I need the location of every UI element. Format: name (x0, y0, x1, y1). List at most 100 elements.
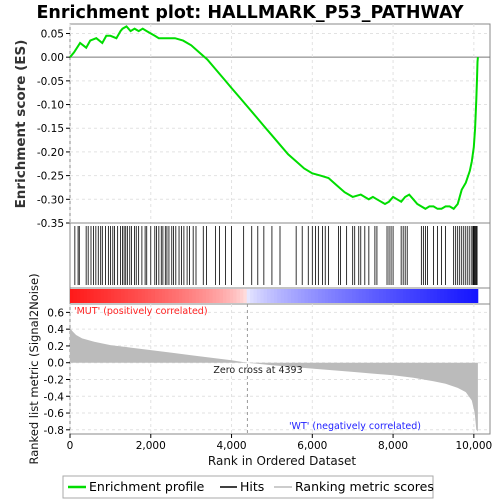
colorbar-cell (379, 289, 384, 303)
hits-panel (69, 222, 491, 289)
colorbar-cell (80, 289, 84, 303)
es-y-tick-label: -0.10 (37, 100, 64, 112)
hit-ticks (74, 226, 478, 285)
colorbar-cell (355, 289, 360, 303)
colorbar-cell (297, 289, 302, 303)
colorbar-cell (93, 289, 98, 303)
colorbar-cell (141, 289, 146, 303)
colorbar-cell (124, 289, 129, 303)
colorbar-cell (362, 289, 367, 303)
colorbar-cell (341, 289, 346, 303)
colorbar-cell (471, 289, 475, 303)
colorbar-cell (73, 289, 78, 303)
colorbar-cell (107, 289, 112, 303)
colorbar-cell (311, 289, 316, 303)
colorbar-cell (120, 289, 125, 303)
colorbar-cell (256, 289, 261, 303)
colorbar-cell (301, 289, 305, 303)
colorbar-cell (287, 289, 292, 303)
colorbar-cell (358, 289, 363, 303)
colorbar-cell (154, 289, 159, 303)
colorbar-cell (430, 289, 435, 303)
ranking-metric-area (70, 327, 478, 432)
x-tick-label: 10,000 (455, 440, 492, 452)
colorbar-cell (403, 289, 407, 303)
colorbar-cell (450, 289, 455, 303)
colorbar-cell (199, 289, 203, 303)
colorbar-cell (171, 289, 176, 303)
colorbar-cell (324, 289, 329, 303)
colorbar-cell (222, 289, 227, 303)
colorbar-cell (464, 289, 469, 303)
colorbar-cell (375, 289, 380, 303)
colorbar-cell (246, 289, 251, 303)
colorbar-cell (151, 289, 156, 303)
es-y-tick-label: -0.15 (37, 123, 64, 135)
colorbar-cell (457, 289, 462, 303)
colorbar-cell (209, 289, 214, 303)
negative-correlation-label: 'WT' (negatively correlated) (289, 421, 421, 432)
colorbar-cell (144, 289, 149, 303)
x-tick-label: 4,000 (217, 440, 247, 452)
colorbar-cell (178, 289, 183, 303)
colorbar-cell (253, 289, 258, 303)
colorbar-cell (331, 289, 336, 303)
colorbar-cell (365, 289, 370, 303)
metric-y-tick-label: 0.2 (47, 341, 64, 353)
colorbar-cell (396, 289, 401, 303)
colorbar-cell (148, 289, 152, 303)
es-y-tick-label: -0.25 (37, 171, 64, 183)
es-y-tick-label: -0.05 (37, 76, 64, 88)
colorbar-cell (236, 289, 241, 303)
es-panel: 0.05 0.00 -0.05 -0.10 -0.15 -0.20 -0.25 -0.30 -0… (13, 23, 491, 230)
colorbar-cell (219, 289, 224, 303)
es-y-tick-label: 0.05 (41, 28, 64, 40)
es-panel-frame (69, 23, 491, 224)
colorbar-cell (195, 289, 200, 303)
colorbar-cell (100, 289, 105, 303)
colorbar-cell (372, 289, 377, 303)
colorbar-cell (185, 289, 190, 303)
colorbar-cell (307, 289, 312, 303)
colorbar-cell (284, 289, 288, 303)
colorbar-cell (260, 289, 265, 303)
colorbar-cell (250, 289, 254, 303)
colorbar-cell (318, 289, 322, 303)
colorbar-cell (158, 289, 163, 303)
colorbar-cell (440, 289, 445, 303)
colorbar-cell (460, 289, 465, 303)
colorbar-cell (290, 289, 295, 303)
es-y-tick-label: -0.35 (37, 218, 64, 230)
colorbar-cell (369, 289, 373, 303)
legend-label-ranking: Ranking metric scores (295, 479, 434, 494)
metric-y-tick-label: 0.6 (47, 307, 64, 319)
chart-title: Enrichment plot: HALLMARK_P53_PATHWAY (36, 3, 463, 23)
colorbar-cell (165, 289, 169, 303)
colorbar-cell (226, 289, 231, 303)
colorbar-cell (348, 289, 353, 303)
colorbar-cell (406, 289, 411, 303)
metric-y-tick-label: -0.2 (44, 374, 65, 386)
colorbar-cell (182, 289, 186, 303)
colorbar-cell (399, 289, 404, 303)
colorbar-cell (280, 289, 285, 303)
colorbar-cell (273, 289, 278, 303)
colorbar-cell (304, 289, 309, 303)
colorbar-cell (110, 289, 115, 303)
x-tick-label: 8,000 (378, 440, 408, 452)
colorbar-cell (243, 289, 248, 303)
legend: Enrichment profile Hits Ranking metric s… (62, 475, 434, 499)
colorbar-cell (233, 289, 237, 303)
colorbar-cell (103, 289, 108, 303)
colorbar-cell (409, 289, 414, 303)
colorbar-cell (205, 289, 210, 303)
es-y-tick-label: -0.20 (37, 147, 64, 159)
es-y-tick-label: -0.30 (37, 194, 64, 206)
colorbar-cell (263, 289, 268, 303)
colorbar-cell (433, 289, 438, 303)
metric-y-tick-label: -0.8 (44, 425, 65, 437)
colorbar-cell (117, 289, 122, 303)
colorbar-cell (239, 289, 244, 303)
colorbar-cell (188, 289, 193, 303)
